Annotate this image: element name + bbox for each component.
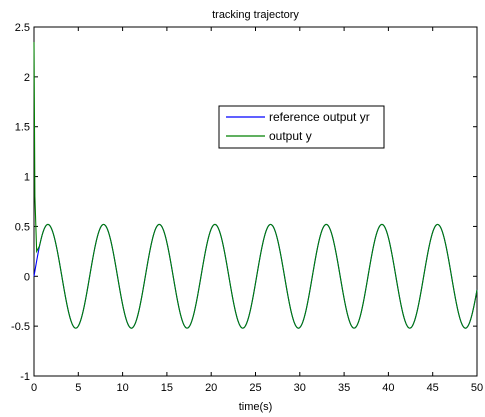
x-tick-label: 15 [161,382,173,394]
legend-label-output: output y [269,129,312,143]
series-line-output [33,41,478,329]
plot-area [33,26,478,377]
x-tick-label: 45 [427,382,439,394]
y-tick-label: -1 [20,371,30,383]
x-tick-label: 0 [31,382,37,394]
legend-label-reference: reference output yr [269,110,370,124]
y-tick-label: 0.5 [15,221,30,233]
y-tick-label: 2.5 [15,22,30,34]
x-tick-label: 50 [471,382,483,394]
x-tick-label: 30 [294,382,306,394]
y-tick-label: 2 [24,72,30,84]
y-tick-label: 1.5 [15,122,30,134]
x-tick-label: 10 [116,382,128,394]
y-tick-label: 1 [24,172,30,184]
x-tick-label: 35 [338,382,350,394]
x-tick-label: 20 [205,382,217,394]
x-tick-label: 25 [249,382,261,394]
x-tick-label: 40 [382,382,394,394]
series-lines [33,41,478,329]
y-tick-label: 0 [24,271,30,283]
x-axis-label: time(s) [239,401,273,413]
legend: reference output yr output y [218,105,385,149]
chart-title: tracking trajectory [212,9,299,21]
x-axis-ticks: 0 5 10 15 20 25 30 35 40 45 50 [31,27,483,394]
x-tick-label: 5 [75,382,81,394]
legend-box [218,105,385,149]
y-axis-ticks: -1 -0.5 0 0.5 1 1.5 2 2.5 [11,22,477,383]
y-tick-label: -0.5 [11,321,30,333]
